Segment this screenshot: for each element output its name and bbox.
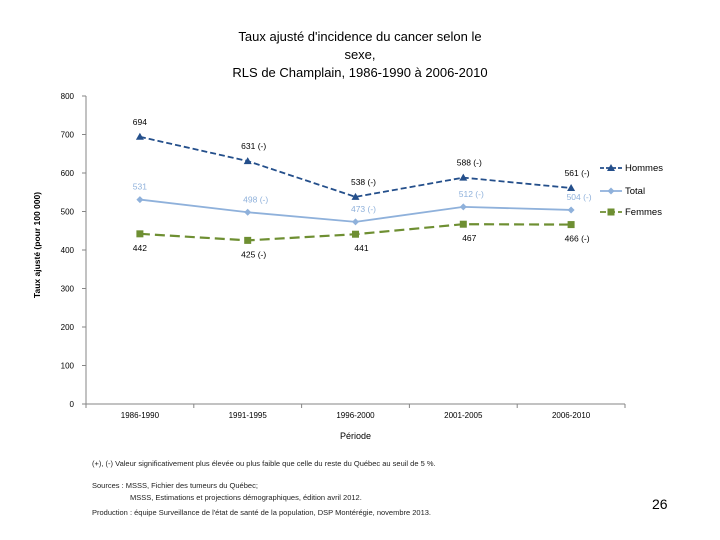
y-tick-label: 0 [70,400,75,409]
y-axis-title: Taux ajusté (pour 100 000) [32,192,42,298]
x-tick-label: 2001-2005 [444,411,483,420]
data-label-hommes-4: 588 (-) [457,158,482,168]
data-point-femmes-5 [567,221,575,229]
y-tick-label: 400 [61,246,75,255]
chart-title-line-2: sexe, [344,47,376,62]
data-label-total-2: 498 (-) [243,194,268,204]
data-point-total-2 [244,208,252,216]
data-point-femmes-3 [352,230,359,238]
page-number: 26 [652,496,668,512]
legend-label-total: Total [625,186,645,197]
data-label-femmes-2: 425 (-) [241,249,266,259]
x-tick-label: 1986-1990 [121,411,160,420]
data-label-femmes-3: 441 [354,243,368,253]
y-tick-label: 300 [61,285,75,294]
data-point-total-1 [136,196,144,204]
data-point-total-3 [352,218,359,226]
data-point-femmes-1 [136,230,144,238]
x-axis-title: Période [340,431,371,441]
data-label-total-4: 512 (-) [459,189,484,199]
data-label-femmes-5: 466 (-) [565,234,590,244]
data-point-total-5 [567,206,575,214]
y-tick-label: 200 [61,323,75,332]
legend-marker-femmes [607,208,615,216]
y-tick-label: 100 [61,362,75,371]
legend-marker-hommes [607,164,615,171]
legend-marker-total [607,187,615,195]
legend-label-hommes: Hommes [625,163,663,174]
sources-line-1: Sources : MSSS, Fichier des tumeurs du Q… [92,481,258,490]
sources-line-2: MSSS, Estimations et projections démogra… [130,493,362,502]
y-tick-label: 800 [61,92,75,101]
x-tick-label: 2006-2010 [552,411,591,420]
data-point-hommes-3 [351,192,360,200]
data-label-femmes-1: 442 [133,243,147,253]
data-point-total-4 [459,203,467,211]
y-tick-label: 700 [61,131,75,140]
data-point-hommes-4 [459,173,468,181]
data-point-hommes-5 [567,184,576,192]
production-note: Production : équipe Surveillance de l'ét… [92,508,432,517]
data-label-total-5: 504 (-) [567,192,592,202]
data-label-hommes-2: 631 (-) [241,141,266,151]
series-line-hommes [139,135,572,198]
legend-label-femmes: Femmes [625,207,662,218]
significance-note: (+), (-) Valeur significativement plus é… [92,459,436,468]
chart-title: Taux ajusté d'incidence du cancer selon … [180,28,540,82]
data-point-hommes-2 [243,157,252,165]
data-label-hommes-5: 561 (-) [565,168,590,178]
data-point-hommes-1 [135,132,144,140]
data-label-hommes-1: 694 [133,117,147,127]
y-tick-label: 600 [61,169,75,178]
data-label-hommes-3: 538 (-) [351,177,376,187]
x-tick-label: 1996-2000 [336,411,375,420]
x-tick-label: 1991-1995 [229,411,268,420]
data-point-femmes-2 [244,236,252,244]
y-tick-label: 500 [61,208,75,217]
chart-title-line-3: RLS de Champlain, 1986-1990 à 2006-2010 [232,65,488,80]
data-label-total-1: 531 [133,182,147,192]
data-point-femmes-4 [459,220,467,228]
data-label-total-3: 473 (-) [351,204,376,214]
chart-title-line-1: Taux ajusté d'incidence du cancer selon … [238,29,482,44]
data-label-femmes-4: 467 [462,233,476,243]
